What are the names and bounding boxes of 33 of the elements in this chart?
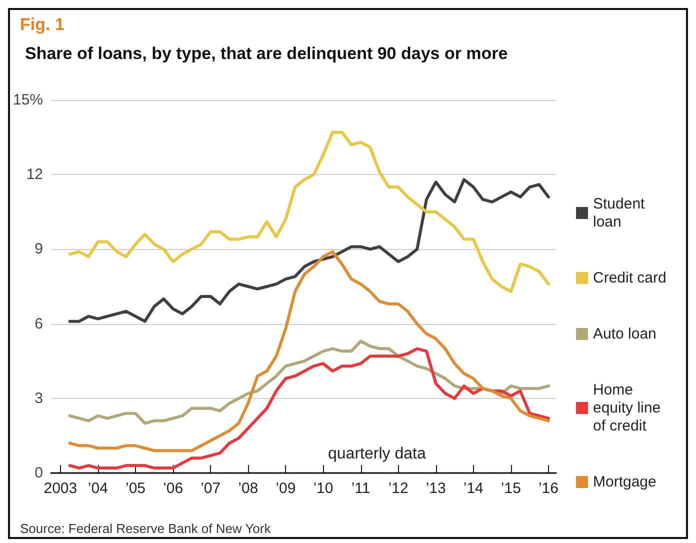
source-note: Source: Federal Reserve Bank of New York — [20, 521, 272, 536]
x-tick-label: ’11 — [351, 480, 370, 497]
x-tick-label: ’09 — [276, 480, 296, 497]
legend-label: Auto loan — [593, 326, 656, 342]
y-tick-label: 9 — [34, 240, 44, 258]
legend-label: Mortgage — [593, 474, 656, 490]
y-tick-label: 12 — [26, 166, 44, 184]
caption: Fig. 1 — [20, 15, 64, 34]
x-tick-label: ’14 — [463, 480, 484, 497]
line-series — [68, 347, 550, 470]
y-tick-label: 15% — [12, 92, 44, 108]
x-tick-label: ’12 — [388, 480, 408, 497]
x-tick-label: ’08 — [238, 480, 258, 497]
x-tick-label: ’04 — [88, 480, 108, 497]
legend-label: Home equity line of credit — [593, 382, 665, 434]
line-series — [68, 340, 550, 425]
line-series — [68, 178, 550, 323]
x-tick-label: ’05 — [125, 480, 146, 497]
line-series — [68, 130, 550, 293]
y-tick-label: 6 — [34, 315, 44, 332]
x-tick-label: ’07 — [200, 480, 221, 497]
x-tick-label: ’06 — [163, 480, 184, 497]
legend-label: Student loan — [593, 196, 649, 230]
x-tick-label: ’10 — [313, 480, 334, 497]
annotation: quarterly data — [328, 446, 426, 462]
x-tick-label: 2003 — [44, 480, 78, 497]
y-tick-label: 0 — [34, 464, 44, 482]
x-tick-label: ’15 — [500, 480, 521, 497]
x-tick-label: ’16 — [538, 480, 559, 497]
chart-title: Share of loans, by type, that are delinquent 90 days or more — [25, 44, 508, 63]
legend-label: Credit card — [593, 270, 666, 286]
y-tick-label: 3 — [34, 390, 44, 407]
x-tick-label: ’13 — [426, 480, 446, 497]
